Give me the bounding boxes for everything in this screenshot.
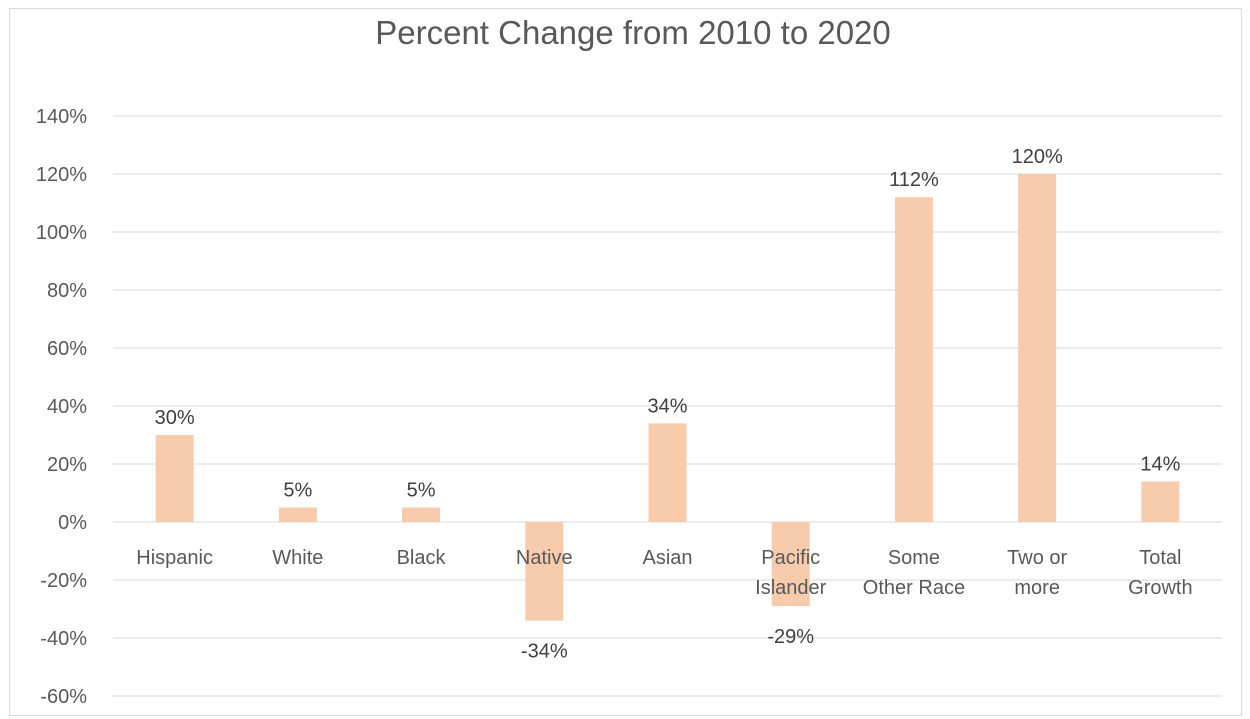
chart-title: Percent Change from 2010 to 2020 [375,14,891,51]
y-axis-ticks: 140% 120% 100% 80% 60% 40% 20% 0% -20% -40% -60% [36,106,87,708]
y-tick-label: 40% [47,396,87,418]
data-label: 5% [407,480,436,502]
category-label: Some Other Race [863,547,965,599]
category-label: Asian [642,547,692,569]
category-label: White [272,547,323,569]
category-label: Pacific Islander [755,547,826,599]
data-label: 5% [283,480,312,502]
category-label: Native [516,547,573,569]
data-label: 34% [647,395,687,417]
y-tick-label: 100% [36,222,87,244]
category-label: Black [397,547,447,569]
bar [1141,481,1180,522]
y-tick-label: -40% [40,628,87,650]
bars [155,174,1180,621]
category-label: Hispanic [136,547,213,569]
category-label: Two or more [1007,547,1067,599]
data-labels: 30% 5% 5% -34% 34% -29% 112% 120% 14% [155,146,1181,663]
bar [1018,174,1057,522]
category-label: Total Growth [1128,547,1192,599]
data-label: 120% [1012,146,1063,168]
y-tick-label: 0% [58,512,87,534]
y-tick-label: -20% [40,570,87,592]
bar [278,507,317,522]
data-label: 14% [1140,453,1180,475]
data-label: -34% [521,641,568,663]
bar [894,197,933,522]
y-tick-label: -60% [40,686,87,708]
bar [402,507,441,522]
bar [648,423,687,522]
y-tick-label: 20% [47,454,87,476]
category-labels: Hispanic White Black Native Asian Pacific Isla… [136,547,1192,599]
y-tick-label: 140% [36,106,87,128]
data-label: 112% [889,169,939,191]
bar [525,522,564,621]
data-label: 30% [155,407,195,429]
y-tick-label: 120% [36,164,87,186]
bar [771,522,810,607]
bar [155,435,194,522]
y-tick-label: 60% [47,338,87,360]
data-label: -29% [767,626,814,648]
y-tick-label: 80% [47,280,87,302]
